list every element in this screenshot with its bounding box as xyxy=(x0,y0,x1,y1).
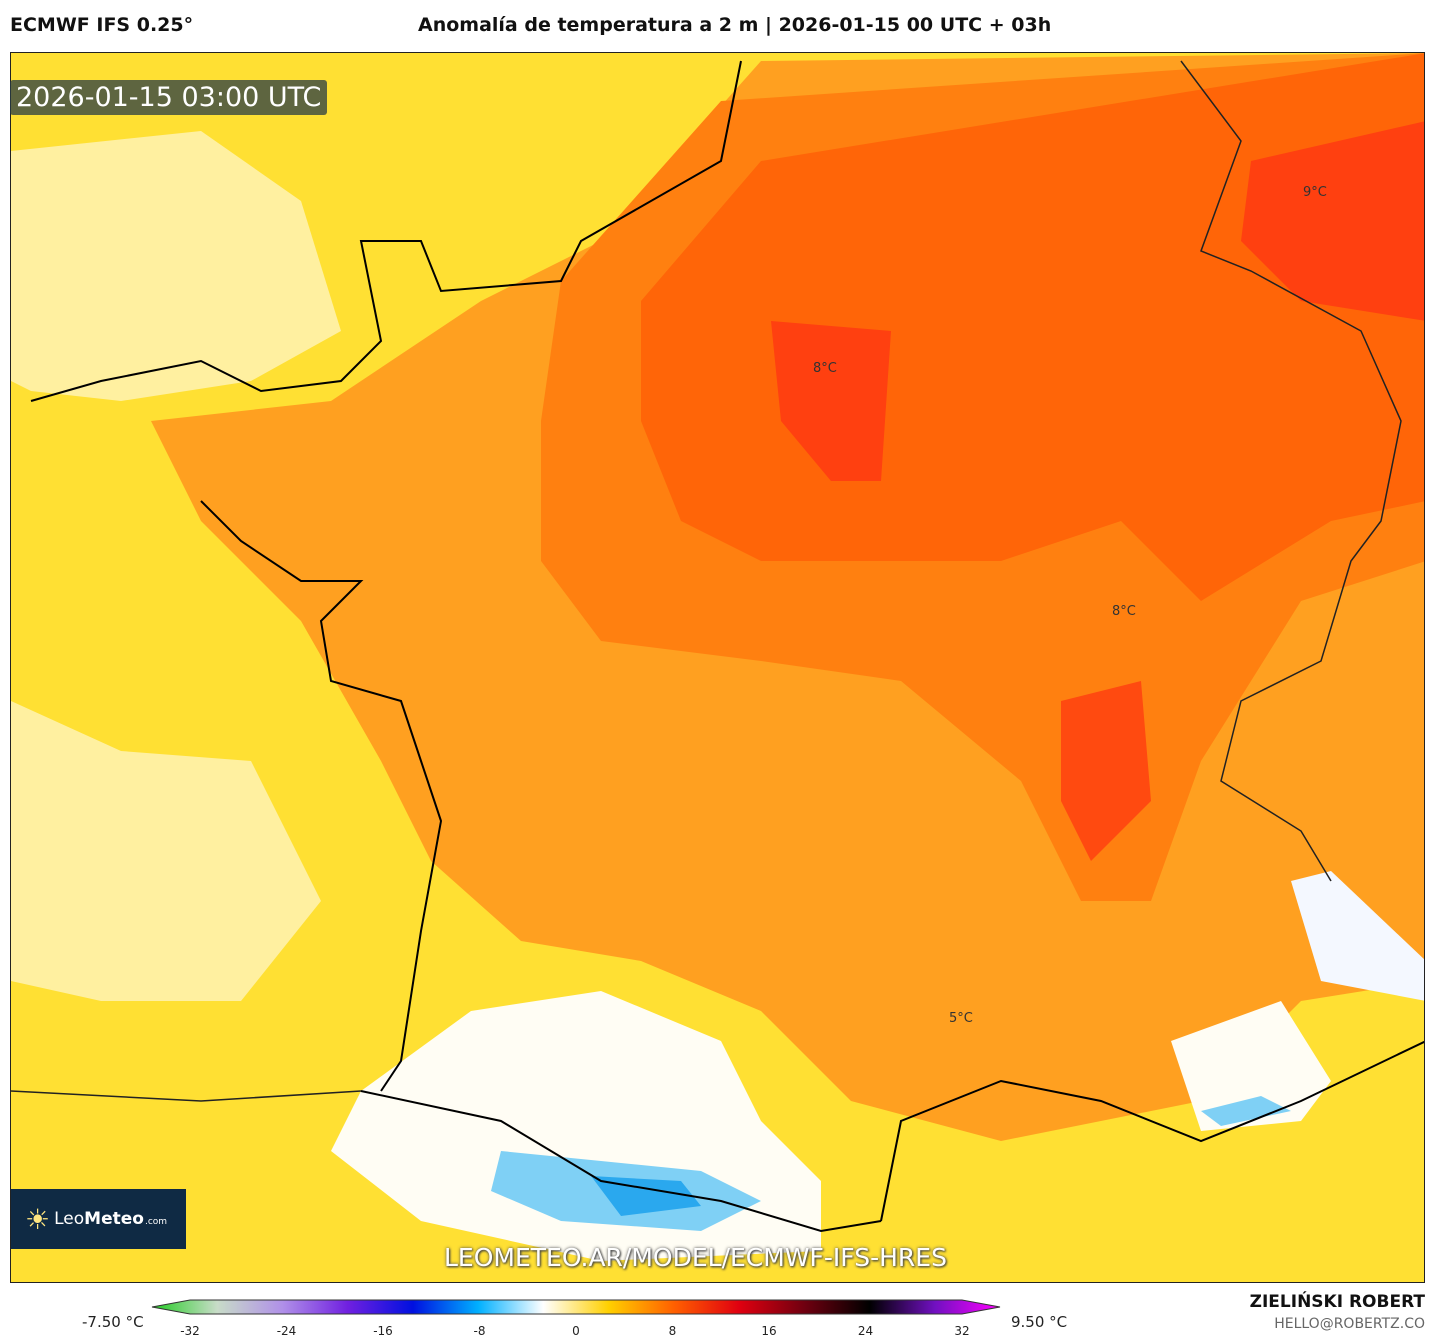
sea-light-area-2 xyxy=(11,701,321,1001)
colorbar-tick-label: 8 xyxy=(668,1324,677,1338)
sun-icon: ☀ xyxy=(25,1202,51,1236)
source-watermark: LEOMETEO.AR/MODEL/ECMWF-IFS-HRES xyxy=(444,1243,947,1272)
colorbar xyxy=(151,1299,1001,1315)
sea-light-area xyxy=(11,131,341,401)
white-alps xyxy=(1171,1001,1331,1131)
coastline xyxy=(30,60,1424,1233)
valid-time-badge: 2026-01-15 03:00 UTC xyxy=(10,80,328,115)
contour-label: 8°C xyxy=(1112,604,1136,619)
temperature-anomaly-map: 9°C 8°C 8°C 5°C xyxy=(10,52,1425,1283)
colorbar-tick-label: 0 xyxy=(572,1324,580,1338)
colorbar-tick-label: 32 xyxy=(954,1324,970,1338)
colorbar-tick-label: 24 xyxy=(857,1324,874,1338)
white-alps-2 xyxy=(1291,871,1424,1001)
borders xyxy=(11,60,1402,1102)
red-core-ne xyxy=(1241,121,1424,321)
logo-text-bold: Meteo xyxy=(84,1209,144,1229)
contour-label: 9°C xyxy=(1303,185,1327,200)
logo-text-light: Leo xyxy=(54,1209,85,1229)
logo-suffix: .com xyxy=(144,1217,168,1227)
colorbar-tick-label: 16 xyxy=(761,1324,777,1338)
leometeo-logo[interactable]: ☀ Leo Meteo .com xyxy=(11,1189,186,1249)
map-canvas xyxy=(11,53,1424,1282)
red-core-paris xyxy=(771,321,891,481)
colorbar-tick-label: -32 xyxy=(180,1324,200,1338)
model-name: ECMWF IFS 0.25° xyxy=(10,14,194,36)
colorbar-min-label: -7.50 °C xyxy=(82,1313,144,1331)
blue-core-pyrenees xyxy=(591,1176,701,1216)
map-title: Anomalía de temperatura a 2 m | 2026-01-… xyxy=(418,14,1052,36)
contour-label: 5°C xyxy=(949,1011,973,1026)
author-name: ZIELIŃSKI ROBERT xyxy=(1249,1292,1425,1312)
colorbar-tick-label: -16 xyxy=(373,1324,393,1338)
contour-label: 8°C xyxy=(813,361,837,376)
red-core-alps xyxy=(1061,681,1151,861)
author-email[interactable]: HELLO@ROBERTZ.CO xyxy=(1274,1316,1425,1332)
colorbar-max-label: 9.50 °C xyxy=(1011,1313,1068,1331)
colorbar-tick-label: -8 xyxy=(473,1324,486,1338)
blue-alps xyxy=(1201,1096,1291,1126)
colorbar-tick-label: -24 xyxy=(276,1324,297,1338)
